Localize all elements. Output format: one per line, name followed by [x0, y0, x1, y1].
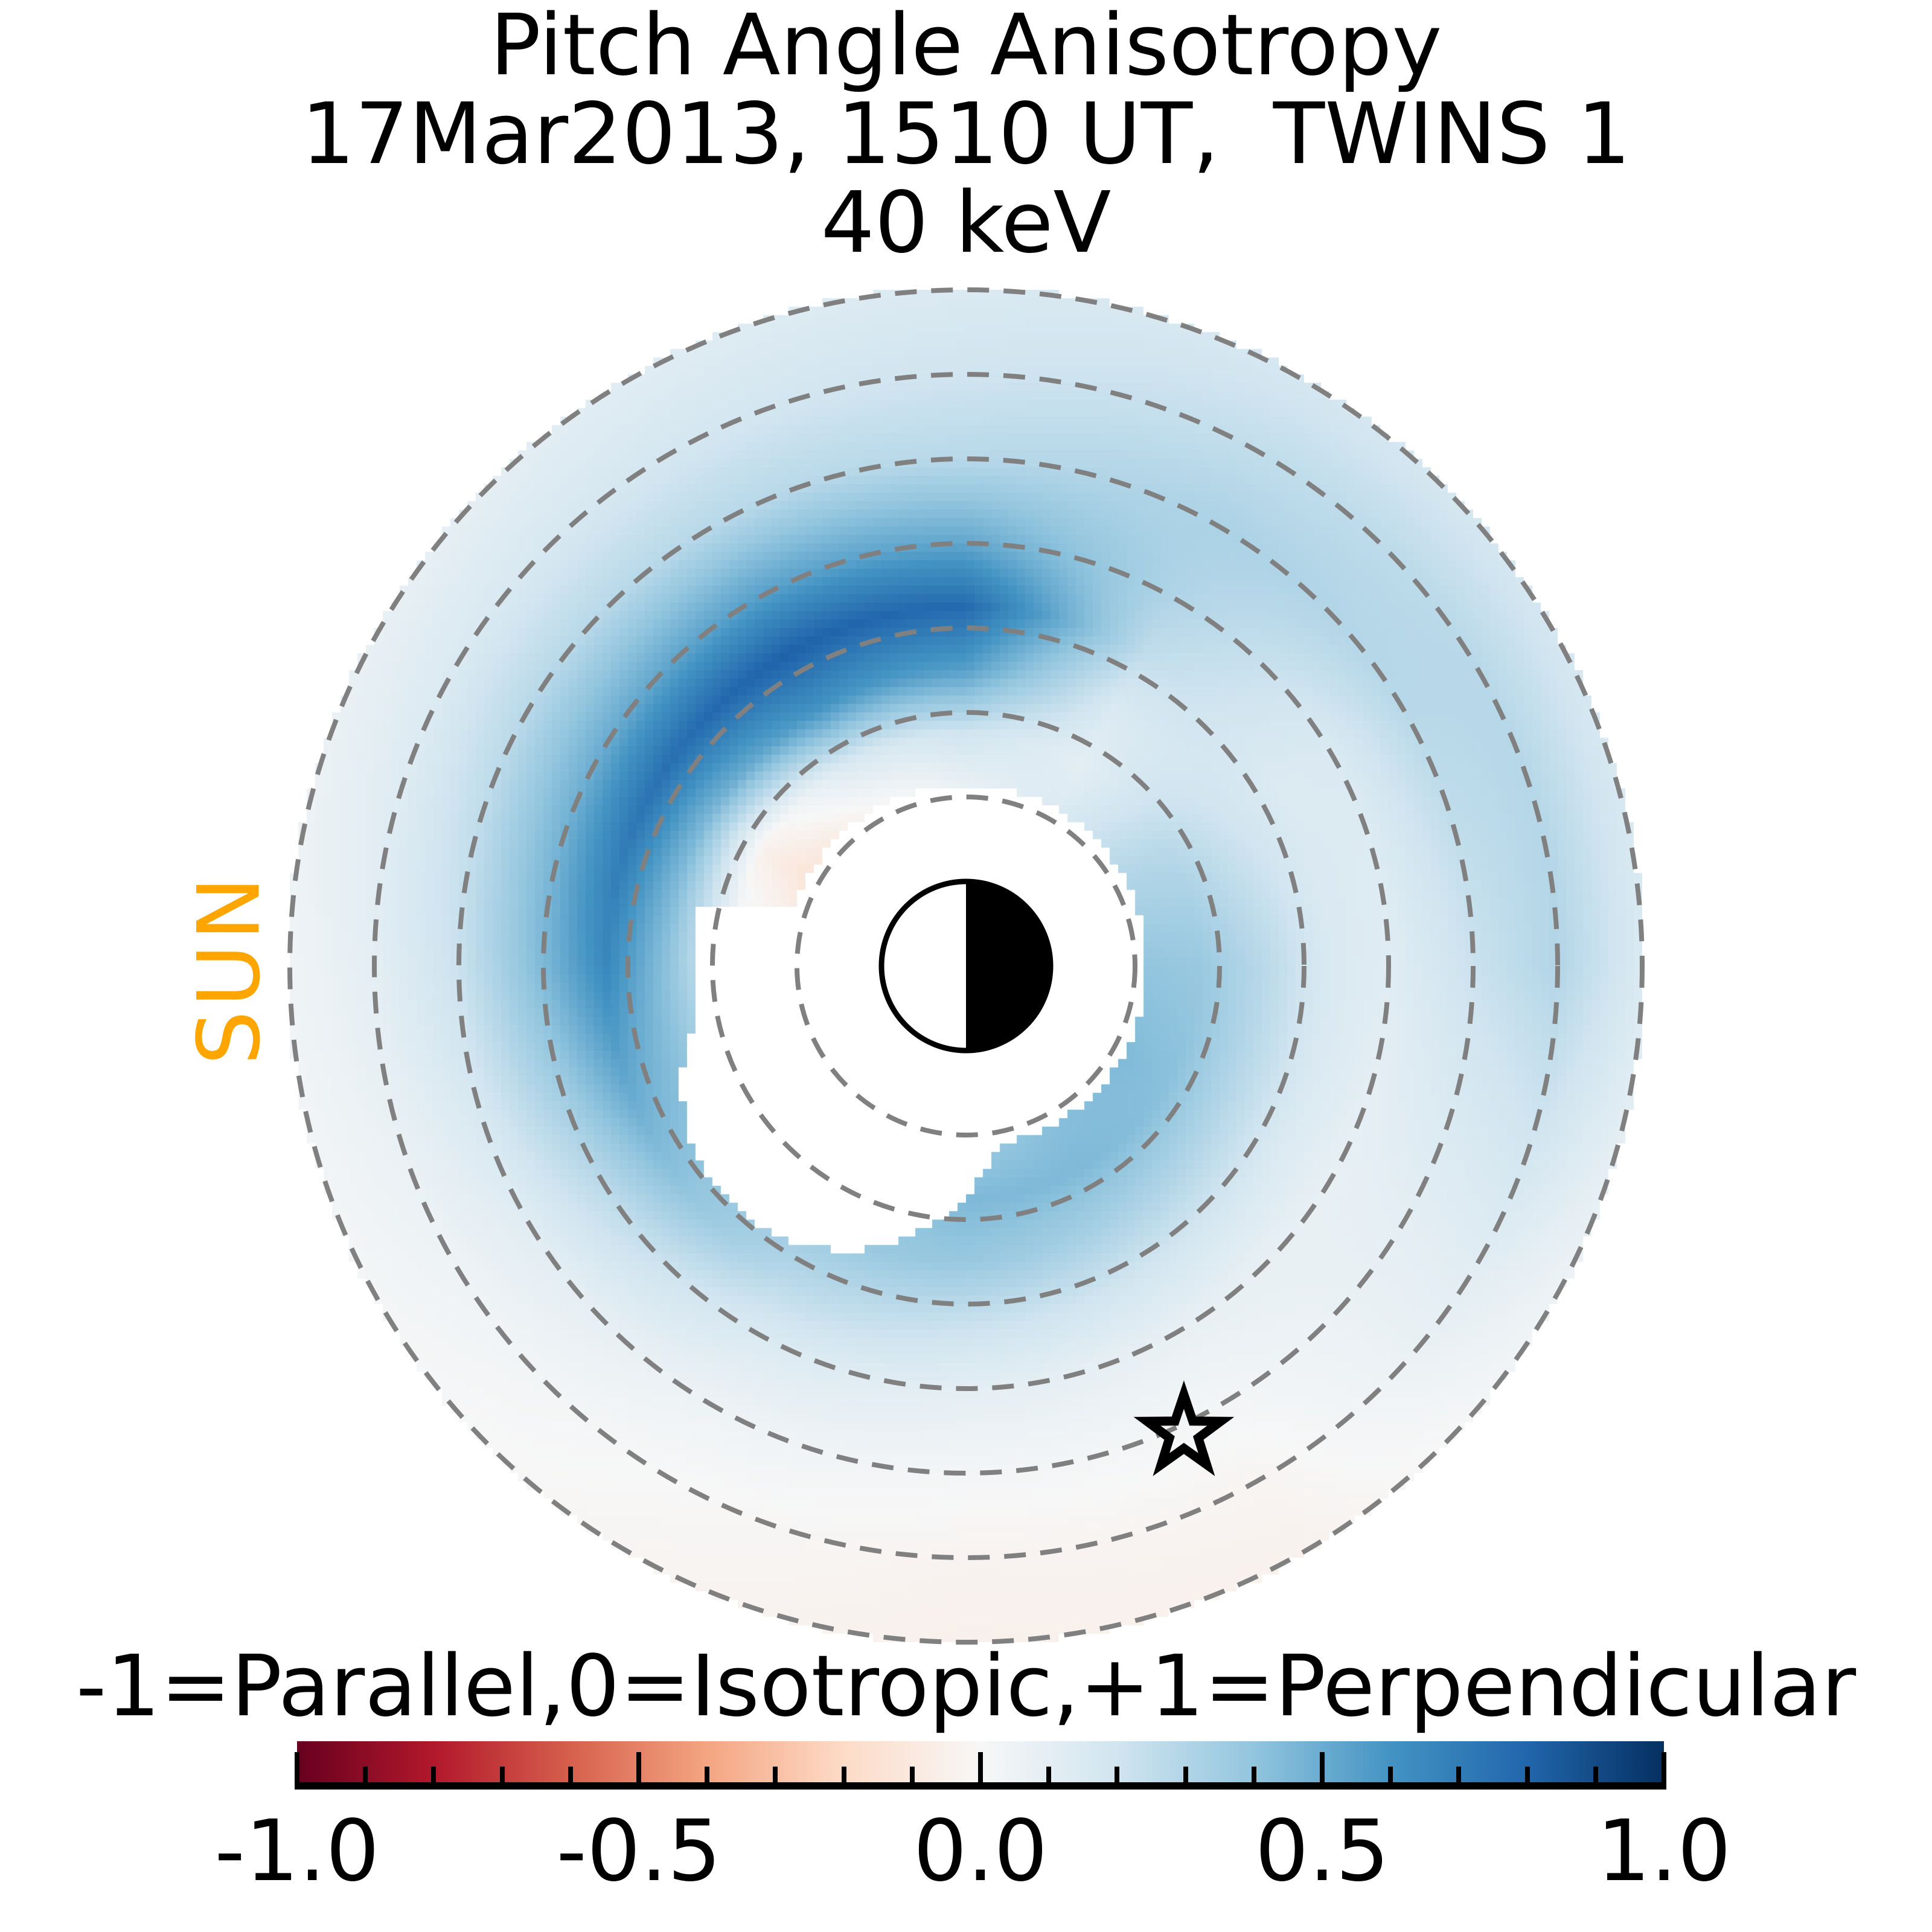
colorbar-axis-line [295, 1782, 1666, 1790]
l-shell-ring-3 [710, 710, 1222, 1222]
colorbar-major-tick [978, 1752, 983, 1783]
earth-outline [878, 878, 1054, 1054]
colorbar-minor-tick [499, 1767, 505, 1783]
colorbar-minor-tick [1115, 1767, 1120, 1783]
l-shell-ring-6 [456, 456, 1476, 1476]
colorbar-major-tick [636, 1752, 641, 1783]
colorbar-minor-tick [431, 1767, 437, 1783]
colorbar-minor-tick [1046, 1767, 1052, 1783]
title-line-1: Pitch Angle Anisotropy [490, 0, 1442, 95]
l-shell-ring-7 [372, 372, 1560, 1560]
colorbar-minor-tick [841, 1767, 846, 1783]
colorbar-minor-tick [1456, 1767, 1462, 1783]
colorbar-minor-tick [363, 1767, 368, 1783]
title-line-3: 40 keV [820, 174, 1112, 272]
colorbar-major-tick [1320, 1752, 1325, 1783]
spacecraft-star-marker [1133, 1380, 1235, 1476]
l-shell-ring-2 [795, 795, 1137, 1137]
colorbar-minor-tick [705, 1767, 710, 1783]
colorbar [295, 1741, 1666, 1790]
colorbar-tick-label: -0.5 [556, 1802, 721, 1901]
colorbar-label: -1=Parallel,0=Isotropic,+1=Perpendicular [75, 1637, 1857, 1736]
l-shell-rings [287, 287, 1645, 1645]
l-shell-ring-5 [541, 541, 1391, 1391]
colorbar-minor-tick [568, 1767, 573, 1783]
colorbar-minor-tick [773, 1767, 778, 1783]
l-shell-ring-4 [625, 625, 1307, 1307]
colorbar-tick-label: 0.0 [913, 1802, 1048, 1901]
title-line-2: 17Mar2013, 1510 UT, TWINS 1 [301, 85, 1631, 184]
earth-night-half [966, 881, 1051, 1051]
colorbar-tick-label: 0.5 [1255, 1802, 1390, 1901]
colorbar-minor-tick [1524, 1767, 1530, 1783]
colorbar-major-tick [295, 1752, 299, 1783]
colorbar-minor-tick [1388, 1767, 1393, 1783]
colorbar-major-tick [1662, 1752, 1666, 1783]
colorbar-minor-tick [1183, 1767, 1188, 1783]
colorbar-tick-label: -1.0 [214, 1802, 380, 1901]
page-title: Pitch Angle Anisotropy 17Mar2013, 1510 U… [0, 1, 1932, 267]
earth-symbol [878, 878, 1054, 1054]
colorbar-tick-labels: -1.0 -0.5 0.0 0.5 1.0 [214, 1802, 1731, 1901]
colorbar-minor-tick [1251, 1767, 1256, 1783]
colorbar-minor-tick [1593, 1767, 1598, 1783]
colorbar-minor-tick [909, 1767, 915, 1783]
l-shell-ring-8 [287, 287, 1645, 1645]
colorbar-tick-label: 1.0 [1596, 1802, 1732, 1901]
